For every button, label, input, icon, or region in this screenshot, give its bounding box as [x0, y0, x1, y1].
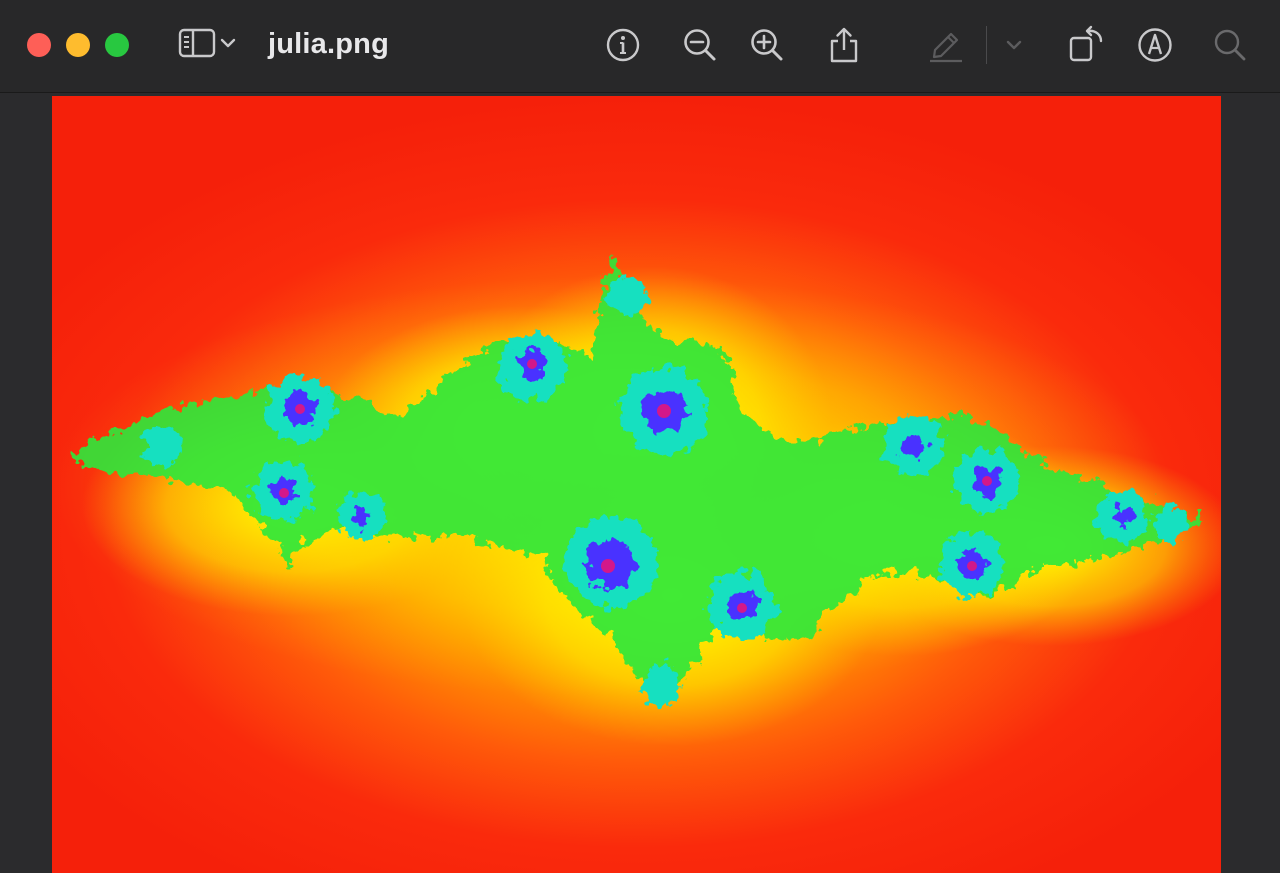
chevron-down-icon — [218, 33, 238, 58]
julia-set-image — [52, 96, 1221, 873]
rotate-button[interactable] — [1065, 24, 1107, 66]
info-icon — [605, 27, 641, 63]
highlight-menu-button — [993, 24, 1035, 66]
markup-icon — [1136, 26, 1174, 64]
minimize-button[interactable] — [66, 33, 90, 57]
rotate-icon — [1066, 25, 1106, 65]
fractal-body — [72, 256, 1206, 706]
share-button[interactable] — [823, 24, 865, 66]
zoom-in-icon — [748, 26, 786, 64]
highlight-pen-icon — [925, 26, 965, 64]
chevron-down-icon — [1004, 35, 1024, 55]
zoom-out-icon — [681, 26, 719, 64]
toolbar-divider — [986, 26, 987, 64]
maximize-button[interactable] — [105, 33, 129, 57]
search-icon — [1212, 27, 1248, 63]
search-button[interactable] — [1209, 24, 1251, 66]
zoom-in-button[interactable] — [746, 24, 788, 66]
sidebar-icon — [178, 27, 218, 64]
window-title: julia.png — [268, 28, 390, 60]
markup-button[interactable] — [1134, 24, 1176, 66]
titlebar: julia.png — [0, 0, 1280, 93]
highlight-button — [924, 24, 966, 66]
zoom-out-button[interactable] — [679, 24, 721, 66]
fractal-centers — [279, 359, 992, 613]
document-view — [0, 93, 1280, 873]
close-button[interactable] — [27, 33, 51, 57]
share-icon — [827, 26, 861, 64]
info-button[interactable] — [602, 24, 644, 66]
sidebar-toggle-button[interactable] — [178, 28, 246, 62]
